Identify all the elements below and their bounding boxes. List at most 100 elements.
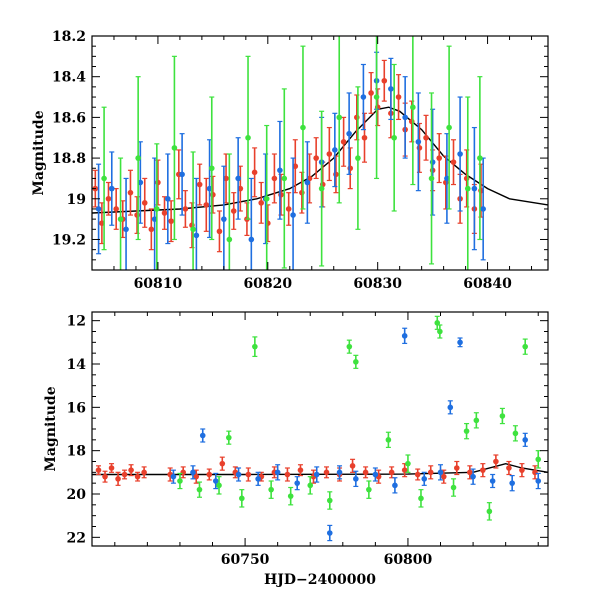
data-point <box>402 114 408 121</box>
data-point <box>141 469 147 476</box>
data-point <box>470 473 476 480</box>
data-point <box>326 530 333 536</box>
data-point <box>299 189 305 196</box>
data-point <box>512 430 519 437</box>
data-point <box>206 471 213 478</box>
data-point <box>360 94 367 100</box>
data-point <box>193 232 200 239</box>
data-point <box>499 413 506 419</box>
x-tick-label: 60830 <box>353 276 402 292</box>
data-point <box>410 104 416 111</box>
data-point <box>179 171 185 178</box>
data-point <box>251 169 258 176</box>
data-point <box>463 428 470 434</box>
data-point <box>190 226 196 233</box>
data-point <box>190 469 196 476</box>
data-point <box>148 226 155 233</box>
data-point <box>361 134 368 141</box>
data-point <box>210 191 216 198</box>
data-point <box>278 191 284 198</box>
data-point <box>285 206 292 212</box>
x-tick-label: 60840 <box>463 276 512 292</box>
data-point <box>113 206 119 212</box>
data-point <box>226 434 232 441</box>
data-point <box>196 181 203 188</box>
data-point <box>161 210 168 216</box>
data-point <box>196 486 203 493</box>
data-point <box>307 482 314 489</box>
y-tick-label: 22 <box>67 530 86 546</box>
data-point <box>235 175 241 182</box>
data-point <box>134 212 140 218</box>
y-tick-label: 18.4 <box>52 70 86 86</box>
data-point <box>177 478 183 484</box>
x-tick-label: 60800 <box>384 552 433 568</box>
data-point <box>300 124 306 131</box>
data-point <box>101 175 107 182</box>
data-point <box>318 185 325 192</box>
data-point <box>522 343 528 350</box>
data-point <box>333 171 339 178</box>
top-panel: 60810 60820 60830 60840 18.2 18.4 18.6 18.8 19 19… <box>31 29 549 292</box>
data-point <box>372 471 379 478</box>
data-point <box>395 94 402 100</box>
y-tick-label: 19 <box>67 192 86 208</box>
data-point <box>349 463 356 469</box>
data-point <box>165 195 171 202</box>
data-point <box>290 212 296 218</box>
data-point <box>277 167 283 174</box>
bottom-panel: 60750 60800 12 14 16 18 20 22 Magnitude HJD−240… <box>43 311 549 588</box>
data-point <box>128 467 134 473</box>
data-point <box>493 458 499 465</box>
data-point <box>95 206 102 212</box>
data-point <box>102 473 108 480</box>
data-point <box>385 437 392 443</box>
data-point <box>353 359 359 365</box>
bottom-panel-ticks: 60750 60800 12 14 16 18 20 22 <box>67 312 548 568</box>
data-point <box>467 469 473 476</box>
data-point <box>287 493 294 499</box>
top-panel-ticks: 60810 60820 60830 60840 18.2 18.4 18.6 18.8 19 19… <box>52 29 548 292</box>
data-point <box>245 471 252 478</box>
data-point <box>199 432 206 439</box>
data-point <box>219 460 226 467</box>
data-point <box>208 165 215 172</box>
data-point <box>368 90 374 96</box>
data-point <box>258 200 265 206</box>
data-point <box>171 145 178 151</box>
data-point <box>427 469 434 476</box>
data-point <box>294 480 301 486</box>
data-point <box>480 206 486 212</box>
data-point <box>347 165 354 172</box>
data-point <box>221 216 227 222</box>
data-point <box>230 208 237 214</box>
data-point <box>473 417 480 424</box>
data-point <box>323 469 330 476</box>
data-point <box>346 130 352 137</box>
data-point <box>271 175 278 182</box>
data-point <box>134 473 141 480</box>
data-point <box>155 179 161 186</box>
data-point <box>423 134 429 141</box>
data-point <box>123 226 129 233</box>
data-point <box>522 437 528 443</box>
data-point <box>392 482 398 489</box>
data-point <box>235 471 242 478</box>
top-panel-frame <box>91 35 549 271</box>
data-point <box>408 118 415 125</box>
data-point <box>212 478 219 484</box>
data-point <box>281 175 288 182</box>
data-point <box>437 469 444 476</box>
data-point <box>477 155 483 161</box>
data-point <box>354 114 360 121</box>
data-point <box>245 134 251 141</box>
data-point <box>434 320 441 326</box>
y-tick-label: 12 <box>67 314 86 330</box>
data-point <box>391 134 397 141</box>
data-point <box>421 476 428 482</box>
data-point <box>535 478 542 484</box>
data-point <box>486 508 493 515</box>
data-point <box>239 495 245 502</box>
